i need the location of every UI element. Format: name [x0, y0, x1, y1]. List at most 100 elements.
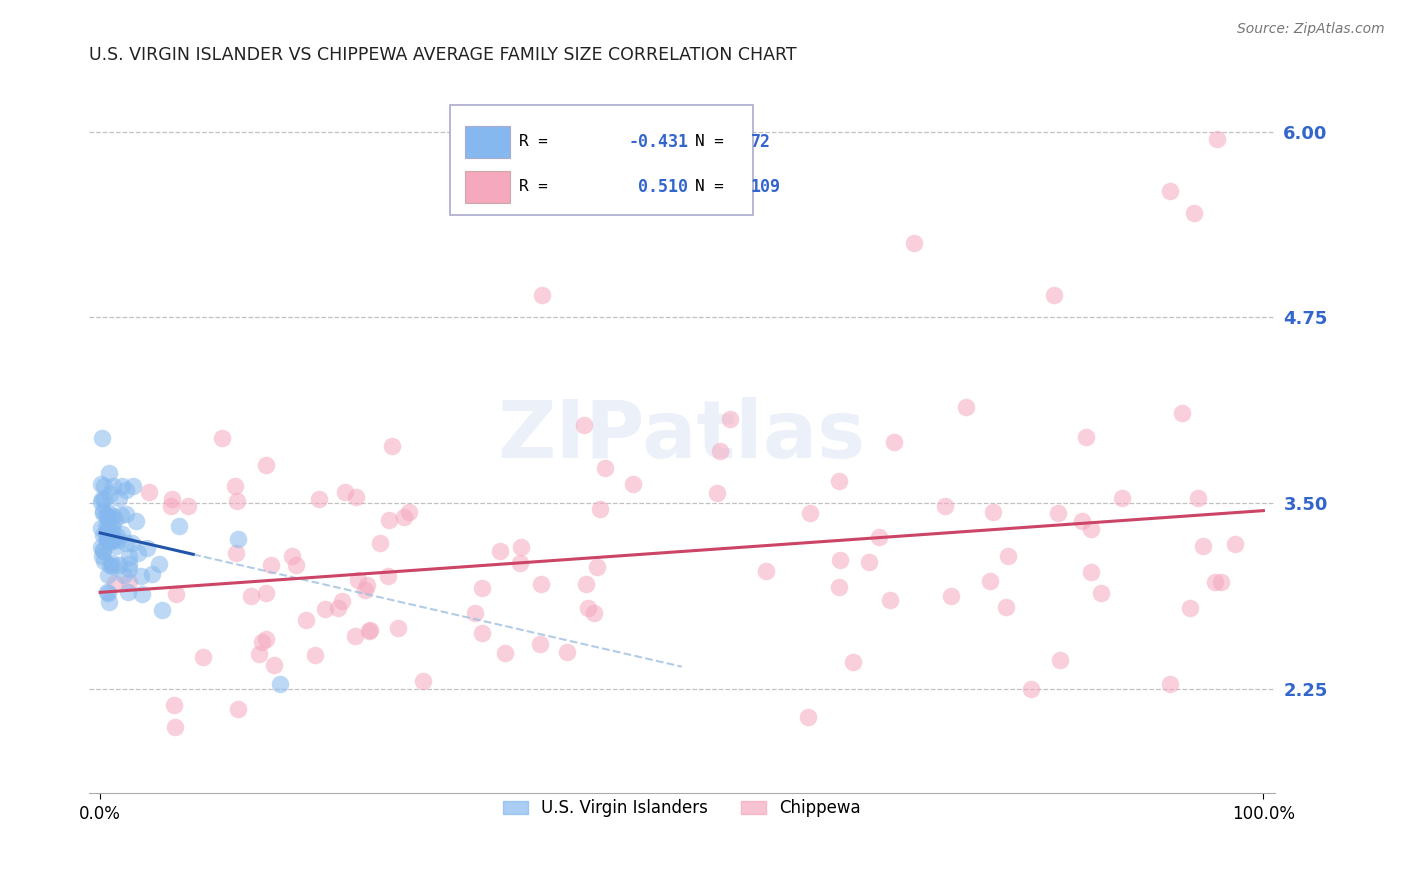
Point: [994, 600, 1017, 615]
Point: [981, 505, 1004, 519]
Point: [1187, 491, 1209, 506]
Point: [378, 513, 401, 527]
Point: [98, 558, 121, 573]
Text: -0.431: -0.431: [628, 133, 689, 151]
Text: R =: R =: [519, 179, 548, 194]
Point: [118, 574, 141, 589]
Point: [148, 557, 170, 571]
Point: [225, 546, 247, 560]
Point: [879, 592, 901, 607]
Point: [381, 439, 404, 453]
Point: [93, 504, 115, 518]
Point: [797, 709, 820, 723]
Point: [105, 539, 128, 553]
Point: [1159, 184, 1181, 198]
Point: [90, 540, 112, 554]
Point: [125, 514, 148, 528]
Point: [1159, 677, 1181, 691]
Point: [96, 523, 118, 537]
Point: [1049, 653, 1071, 667]
Point: [585, 560, 607, 574]
Point: [104, 576, 127, 591]
Text: R =: R =: [519, 134, 548, 149]
Point: [114, 536, 136, 550]
Point: [138, 485, 160, 500]
Point: [377, 569, 399, 583]
Point: [193, 649, 215, 664]
Point: [1019, 681, 1042, 696]
Point: [97, 511, 120, 525]
Point: [260, 558, 283, 572]
Point: [343, 628, 366, 642]
Point: [1080, 565, 1102, 579]
Point: [98, 487, 121, 501]
Point: [1180, 601, 1202, 615]
Point: [1209, 575, 1232, 590]
Point: [471, 582, 494, 596]
Point: [830, 553, 852, 567]
Point: [398, 505, 420, 519]
Point: [368, 536, 391, 550]
Point: [1046, 506, 1069, 520]
Point: [903, 236, 925, 251]
Point: [91, 431, 114, 445]
Point: [111, 527, 134, 541]
Point: [1192, 539, 1215, 553]
Point: [412, 673, 434, 688]
Point: [1223, 537, 1246, 551]
Point: [240, 589, 263, 603]
Point: [489, 544, 512, 558]
Point: [284, 558, 307, 572]
Point: [93, 492, 115, 507]
Point: [90, 491, 112, 506]
Point: [177, 500, 200, 514]
Legend: U.S. Virgin Islanders, Chippewa: U.S. Virgin Islanders, Chippewa: [496, 793, 868, 824]
Point: [252, 635, 274, 649]
Point: [150, 603, 173, 617]
Point: [93, 554, 115, 568]
Point: [101, 509, 124, 524]
Point: [247, 647, 270, 661]
Point: [1090, 586, 1112, 600]
Point: [868, 530, 890, 544]
Point: [101, 533, 124, 548]
Point: [96, 531, 118, 545]
Point: [589, 502, 612, 516]
Point: [572, 418, 595, 433]
Point: [91, 527, 114, 541]
Text: N =: N =: [695, 134, 724, 149]
Point: [129, 569, 152, 583]
Point: [97, 595, 120, 609]
Point: [118, 562, 141, 576]
Point: [100, 532, 122, 546]
Point: [111, 479, 134, 493]
Point: [1204, 574, 1226, 589]
Point: [104, 513, 127, 527]
Point: [98, 535, 121, 549]
Point: [101, 556, 124, 570]
Point: [387, 621, 409, 635]
Point: [883, 434, 905, 449]
Point: [97, 506, 120, 520]
Point: [346, 491, 368, 505]
Text: N =: N =: [695, 179, 724, 194]
Point: [100, 519, 122, 533]
Point: [101, 559, 124, 574]
Point: [90, 495, 112, 509]
Point: [304, 648, 326, 662]
Point: [254, 632, 277, 646]
Point: [91, 507, 114, 521]
Point: [858, 556, 880, 570]
Point: [530, 577, 553, 591]
Point: [328, 601, 350, 615]
Point: [464, 606, 486, 620]
Point: [118, 550, 141, 565]
Point: [706, 486, 728, 500]
Point: [96, 528, 118, 542]
Point: [308, 492, 330, 507]
Point: [621, 477, 644, 491]
Point: [136, 541, 159, 555]
Point: [1074, 430, 1097, 444]
Point: [167, 518, 190, 533]
Point: [90, 521, 112, 535]
